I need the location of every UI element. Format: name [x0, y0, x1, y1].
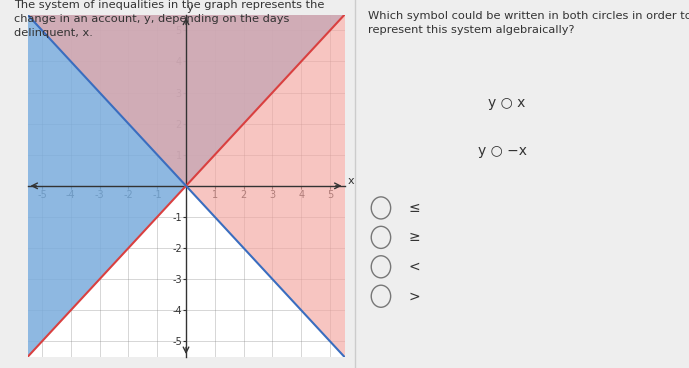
Text: ≥: ≥ — [409, 230, 420, 244]
Text: ≤: ≤ — [409, 201, 420, 215]
Text: The system of inequalities in the graph represents the
change in an account, y, : The system of inequalities in the graph … — [14, 0, 324, 38]
Text: y ○ x: y ○ x — [488, 96, 525, 110]
Text: <: < — [409, 260, 420, 274]
Text: >: > — [409, 289, 420, 303]
Text: Which symbol could be written in both circles in order to
represent this system : Which symbol could be written in both ci… — [368, 11, 689, 35]
Text: y ○ −x: y ○ −x — [478, 144, 527, 158]
Text: y: y — [187, 3, 194, 13]
Text: x: x — [347, 176, 354, 186]
